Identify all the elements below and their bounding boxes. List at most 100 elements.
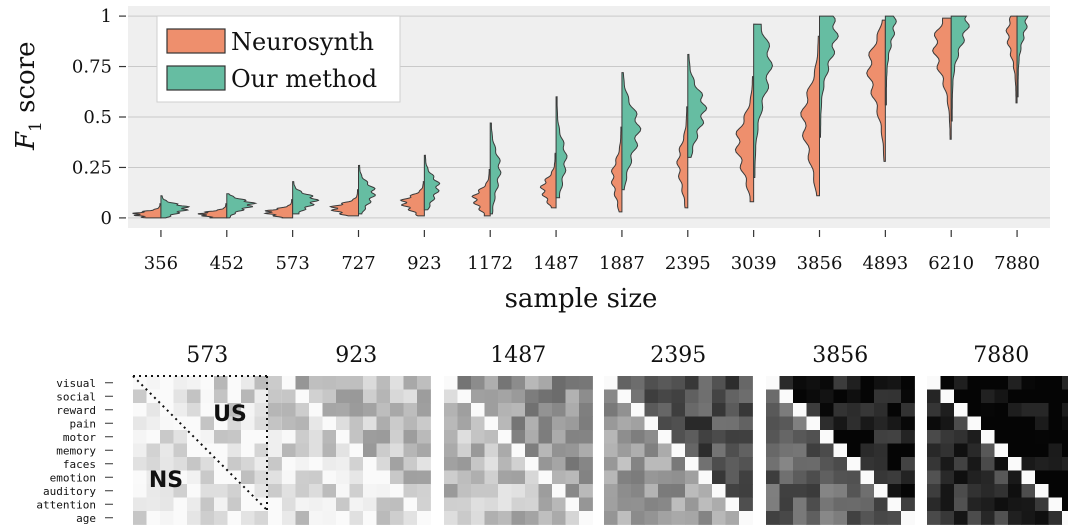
heatmap-cell [268,443,282,458]
heatmap-cell [336,470,350,485]
heatmap-cell [954,443,968,458]
heatmap-cell [403,389,418,404]
heatmap-cell [511,376,526,390]
heatmap-cell [1021,470,1036,485]
heatmap-cell [349,511,364,525]
heatmap-cell [793,443,807,458]
heatmap-cell [820,470,834,485]
heatmap-cell [200,470,215,485]
heatmap-cell [552,443,566,458]
heatmap-annotations: US NS [132,375,268,511]
heatmap-cell [1008,403,1022,417]
heatmap-cell [927,511,941,525]
heatmap-cell [1008,497,1022,512]
heatmap-cell [565,389,580,404]
heatmap-cell [604,470,618,485]
heatmap-cell [444,484,458,498]
row-label-memory: memory [56,444,96,457]
heatmap-cell [766,376,780,390]
heatmap-cell [498,416,512,431]
heatmap-cell [806,511,821,525]
heatmap-cell [631,416,645,431]
heatmap-cell [484,443,499,458]
heatmap-cell [349,497,364,512]
heatmap-cell [967,376,982,390]
heatmap-cell [644,403,659,417]
heatmap-cell [336,511,350,525]
heatmap-cell [173,457,188,471]
heatmap-cell [187,376,201,390]
heatmap-cell [671,389,686,404]
heatmap-cell [658,443,672,458]
violin-neurosynth-1172 [471,168,491,217]
heatmap-cell [806,484,821,498]
heatmap-cell [1008,430,1022,444]
heatmap-cell [471,470,485,485]
heatmap-cell [1021,511,1036,525]
heatmap-cell [363,470,377,485]
heatmap-cell [1008,511,1022,525]
heatmap-cell [1062,416,1068,431]
violin-our-method-2395 [687,53,708,158]
heatmap-cell [766,430,780,444]
heatmap-cell [954,403,968,417]
heatmap-cell [403,430,418,444]
heatmap-cell [847,443,861,458]
heatmap-cell [363,484,377,498]
x-tick-label: 6210 [928,253,974,274]
heatmap-cell [282,511,296,525]
heatmap-cell [457,443,472,458]
heatmap-cell [579,416,593,431]
heatmap-cell [525,470,539,485]
heatmap-cell [617,497,632,512]
heatmap-cell [779,376,794,390]
heatmap-cell [525,511,539,525]
row-label-emotion: emotion [50,471,96,484]
heatmap-cell [254,376,269,390]
heatmap-cell [565,470,580,485]
heatmap-cell [833,457,848,471]
heatmap-cell [820,511,834,525]
violin-neurosynth-452 [197,203,228,219]
heatmap-cell [779,470,794,485]
heatmap-cell [631,430,645,444]
heatmap-cell [1021,389,1036,404]
heatmap-cell [498,430,512,444]
heatmap-cell [766,470,780,485]
heatmap-cell [336,443,350,458]
heatmap-cell [390,430,404,444]
heatmap-cell [376,443,391,458]
heatmap-cell [309,376,323,390]
heatmap-cell [981,457,995,471]
heatmap-cell [336,376,350,390]
heatmap-cell [1021,484,1036,498]
heatmap-cell [484,403,499,417]
heatmap-cell [712,511,726,525]
heatmap-cell [927,376,941,390]
heatmap-cell [363,403,377,417]
heatmap-cell [901,430,915,444]
heatmap-cell [981,376,995,390]
heatmap-cell [806,497,821,512]
heatmap-cell [994,416,1009,431]
heatmap-cell [363,416,377,431]
heatmap-cell [725,497,740,512]
heatmap-cell [390,457,404,471]
heatmap-cell [994,403,1009,417]
heatmap-cell [954,376,968,390]
legend-label-neurosynth: Neurosynth [231,28,374,56]
heatmap-cell [617,376,632,390]
heatmap-cell [471,403,485,417]
heatmaps [133,376,1068,525]
heatmap-cell [200,511,215,525]
heatmap-cell [295,389,310,404]
heatmap-cell [1035,403,1049,417]
heatmap-cell [200,484,215,498]
heatmap-cell [336,403,350,417]
heatmap-cell [457,457,472,471]
heatmap-cell [847,389,861,404]
heatmap-cell [471,416,485,431]
heatmap-cell [417,376,431,390]
heatmap-cell [173,389,188,404]
heatmap-cell [173,403,188,417]
